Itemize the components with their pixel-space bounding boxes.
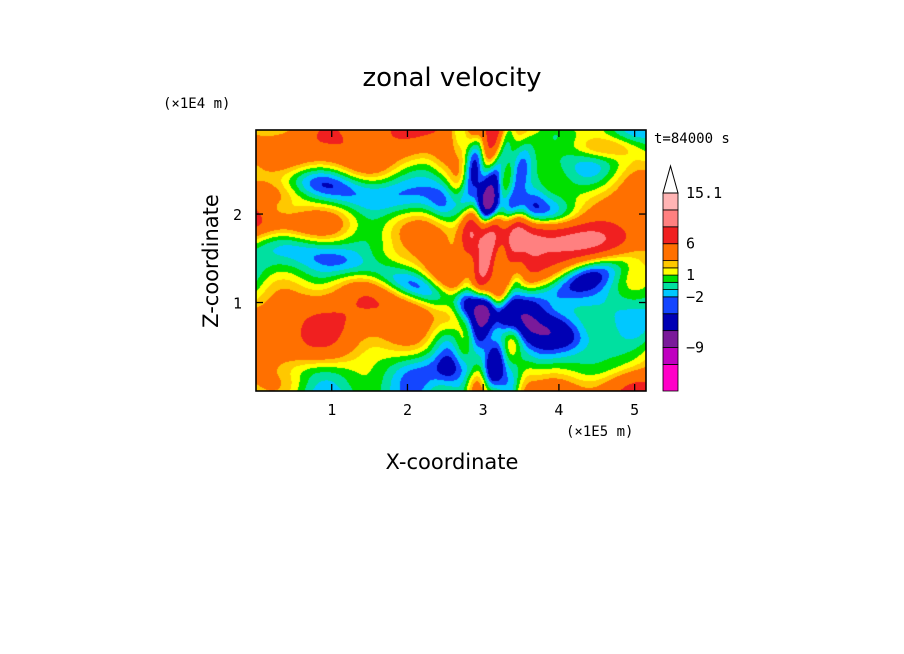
colorbar-extend-arrow [662,164,679,194]
x-tick-label: 1 [327,401,336,419]
x-tick-label: 4 [554,401,563,419]
x-scale-label: (×1E5 m) [566,424,633,440]
colorbar-tick-label: −9 [686,339,704,357]
colorbar-band [662,330,679,348]
y-scale-label: (×1E4 m) [163,96,230,112]
colorbar: 15.1 6 1 −2 −9 [662,164,722,392]
colorbar-band [662,192,679,211]
colorbar-band [662,243,679,262]
colorbar-band [662,209,679,228]
colorbar-band [662,296,679,315]
colorbar-tick-label: 1 [686,266,695,284]
colorbar-band [662,313,679,332]
x-tick-label: 5 [630,401,639,419]
colorbar-band [662,289,679,298]
y-axis-label: Z-coordinate [199,194,223,328]
colorbar-band [662,347,679,365]
colorbar-band [662,226,679,245]
x-tick-label: 2 [403,401,412,419]
x-axis-label: X-coordinate [386,450,519,474]
x-ticks: 1 2 3 4 5 [327,130,639,419]
colorbar-band [662,260,679,269]
colorbar-band [662,274,679,283]
y-tick-label: 2 [233,206,242,224]
time-label: t=84000 s [654,131,730,147]
colorbar-tick-label: −2 [686,288,704,306]
y-ticks: 12 [233,206,646,313]
colorbar-tick-label: 15.1 [686,184,722,202]
chart-title: zonal velocity [362,63,541,93]
colorbar-band [662,281,679,290]
y-tick-label: 1 [233,295,242,313]
colorbar-band [662,364,679,392]
plot-area [256,130,646,391]
plot-frame [255,129,647,392]
colorbar-band [662,267,679,276]
colorbar-tick-label: 6 [686,235,695,253]
x-tick-label: 3 [479,401,488,419]
velocity-field [256,130,646,391]
